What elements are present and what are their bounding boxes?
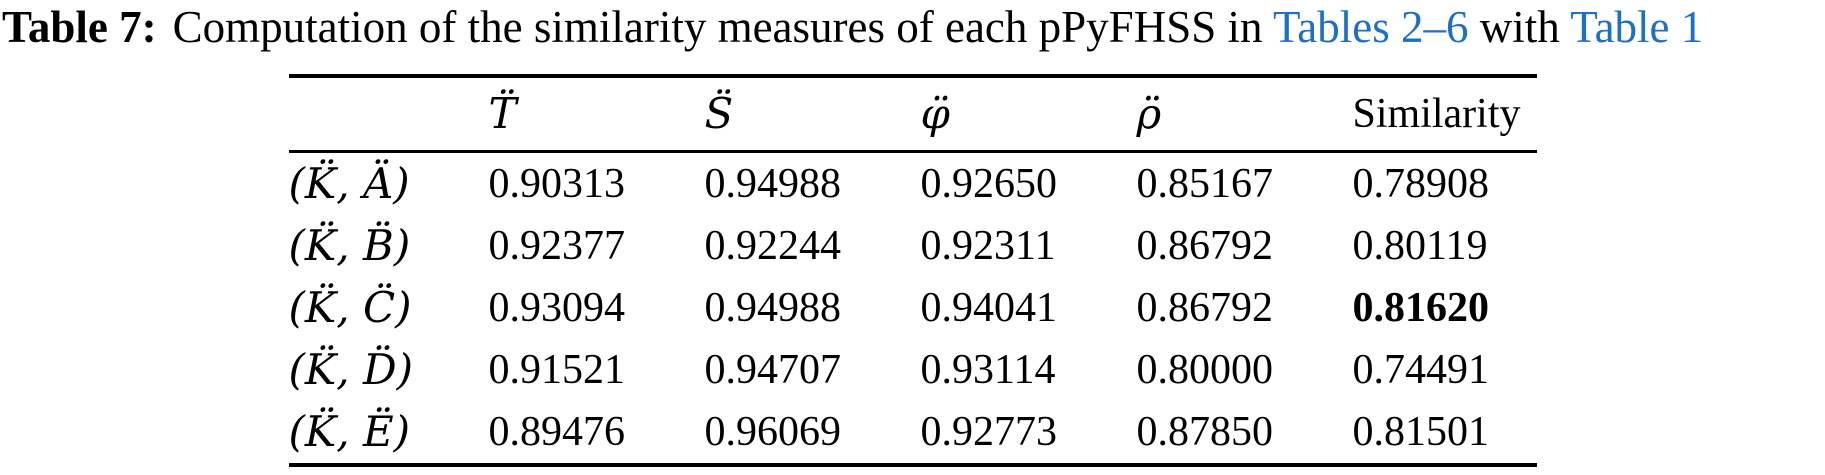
col-header-empty [288, 75, 489, 153]
row-label: (K̈, Ä) [288, 159, 410, 209]
table-row: (K̈, Ë) 0.89476 0.96069 0.92773 0.87850 … [289, 401, 1537, 465]
table-caption: Table 7: Computation of the similarity me… [0, 0, 1825, 54]
table-row: (K̈, C̈) 0.93094 0.94988 0.94041 0.86792… [289, 277, 1537, 339]
cell-S: 0.94707 [704, 346, 842, 393]
col-header-rho: ρ̈ [1136, 75, 1353, 153]
cell-similarity: 0.81501 [1352, 408, 1490, 455]
cell-phi: 0.92311 [920, 222, 1056, 269]
table-row: (K̈, B̈) 0.92377 0.92244 0.92311 0.86792… [289, 215, 1537, 277]
cell-T: 0.93094 [488, 284, 626, 331]
col-header-phi: φ̈ [920, 75, 1137, 153]
cell-T: 0.91521 [488, 346, 626, 393]
table-caption-connector: with [1479, 2, 1560, 52]
cell-phi: 0.92773 [920, 408, 1058, 455]
header-row: T̈ S̈ φ̈ ρ̈ Similarity [288, 75, 1537, 153]
cell-rho: 0.87850 [1136, 408, 1274, 455]
row-label: (K̈, B̈) [288, 221, 411, 271]
cell-similarity: 0.74491 [1352, 346, 1490, 393]
table-row: (K̈, Ä) 0.90313 0.94988 0.92650 0.85167 … [289, 151, 1537, 215]
row-label: (K̈, Ë) [288, 407, 411, 457]
col-header-S-fraktur: S̈ [704, 75, 921, 153]
table-caption-number: Table 7: [2, 2, 157, 52]
link-table-1[interactable]: Table 1 [1570, 2, 1704, 52]
cell-similarity-best: 0.81620 [1352, 284, 1490, 331]
similarity-table: T̈ S̈ φ̈ ρ̈ Similarity (K̈, Ä) 0.90313 0… [288, 73, 1537, 467]
cell-T: 0.92377 [488, 222, 626, 269]
cell-similarity: 0.80119 [1352, 222, 1488, 269]
cell-similarity: 0.78908 [1352, 160, 1490, 207]
table-caption-text: Computation of the similarity measures o… [172, 2, 1263, 52]
cell-S: 0.92244 [704, 222, 842, 269]
link-tables-2-6[interactable]: Tables 2–6 [1272, 2, 1469, 52]
cell-rho: 0.80000 [1136, 346, 1274, 393]
cell-rho: 0.86792 [1136, 222, 1274, 269]
cell-T: 0.89476 [488, 408, 626, 455]
cell-rho: 0.86792 [1136, 284, 1274, 331]
cell-phi: 0.94041 [920, 284, 1058, 331]
cell-phi: 0.92650 [920, 160, 1058, 207]
row-label: (K̈, D̈) [288, 345, 414, 395]
table-row: (K̈, D̈) 0.91521 0.94707 0.93114 0.80000… [289, 339, 1537, 401]
col-header-T-fraktur: T̈ [488, 75, 705, 153]
col-header-similarity: Similarity [1352, 75, 1537, 153]
cell-S: 0.94988 [704, 284, 842, 331]
cell-S: 0.94988 [704, 160, 842, 207]
cell-rho: 0.85167 [1136, 160, 1274, 207]
row-label: (K̈, C̈) [288, 283, 412, 333]
cell-phi: 0.93114 [920, 346, 1056, 393]
cell-T: 0.90313 [488, 160, 626, 207]
cell-S: 0.96069 [704, 408, 842, 455]
